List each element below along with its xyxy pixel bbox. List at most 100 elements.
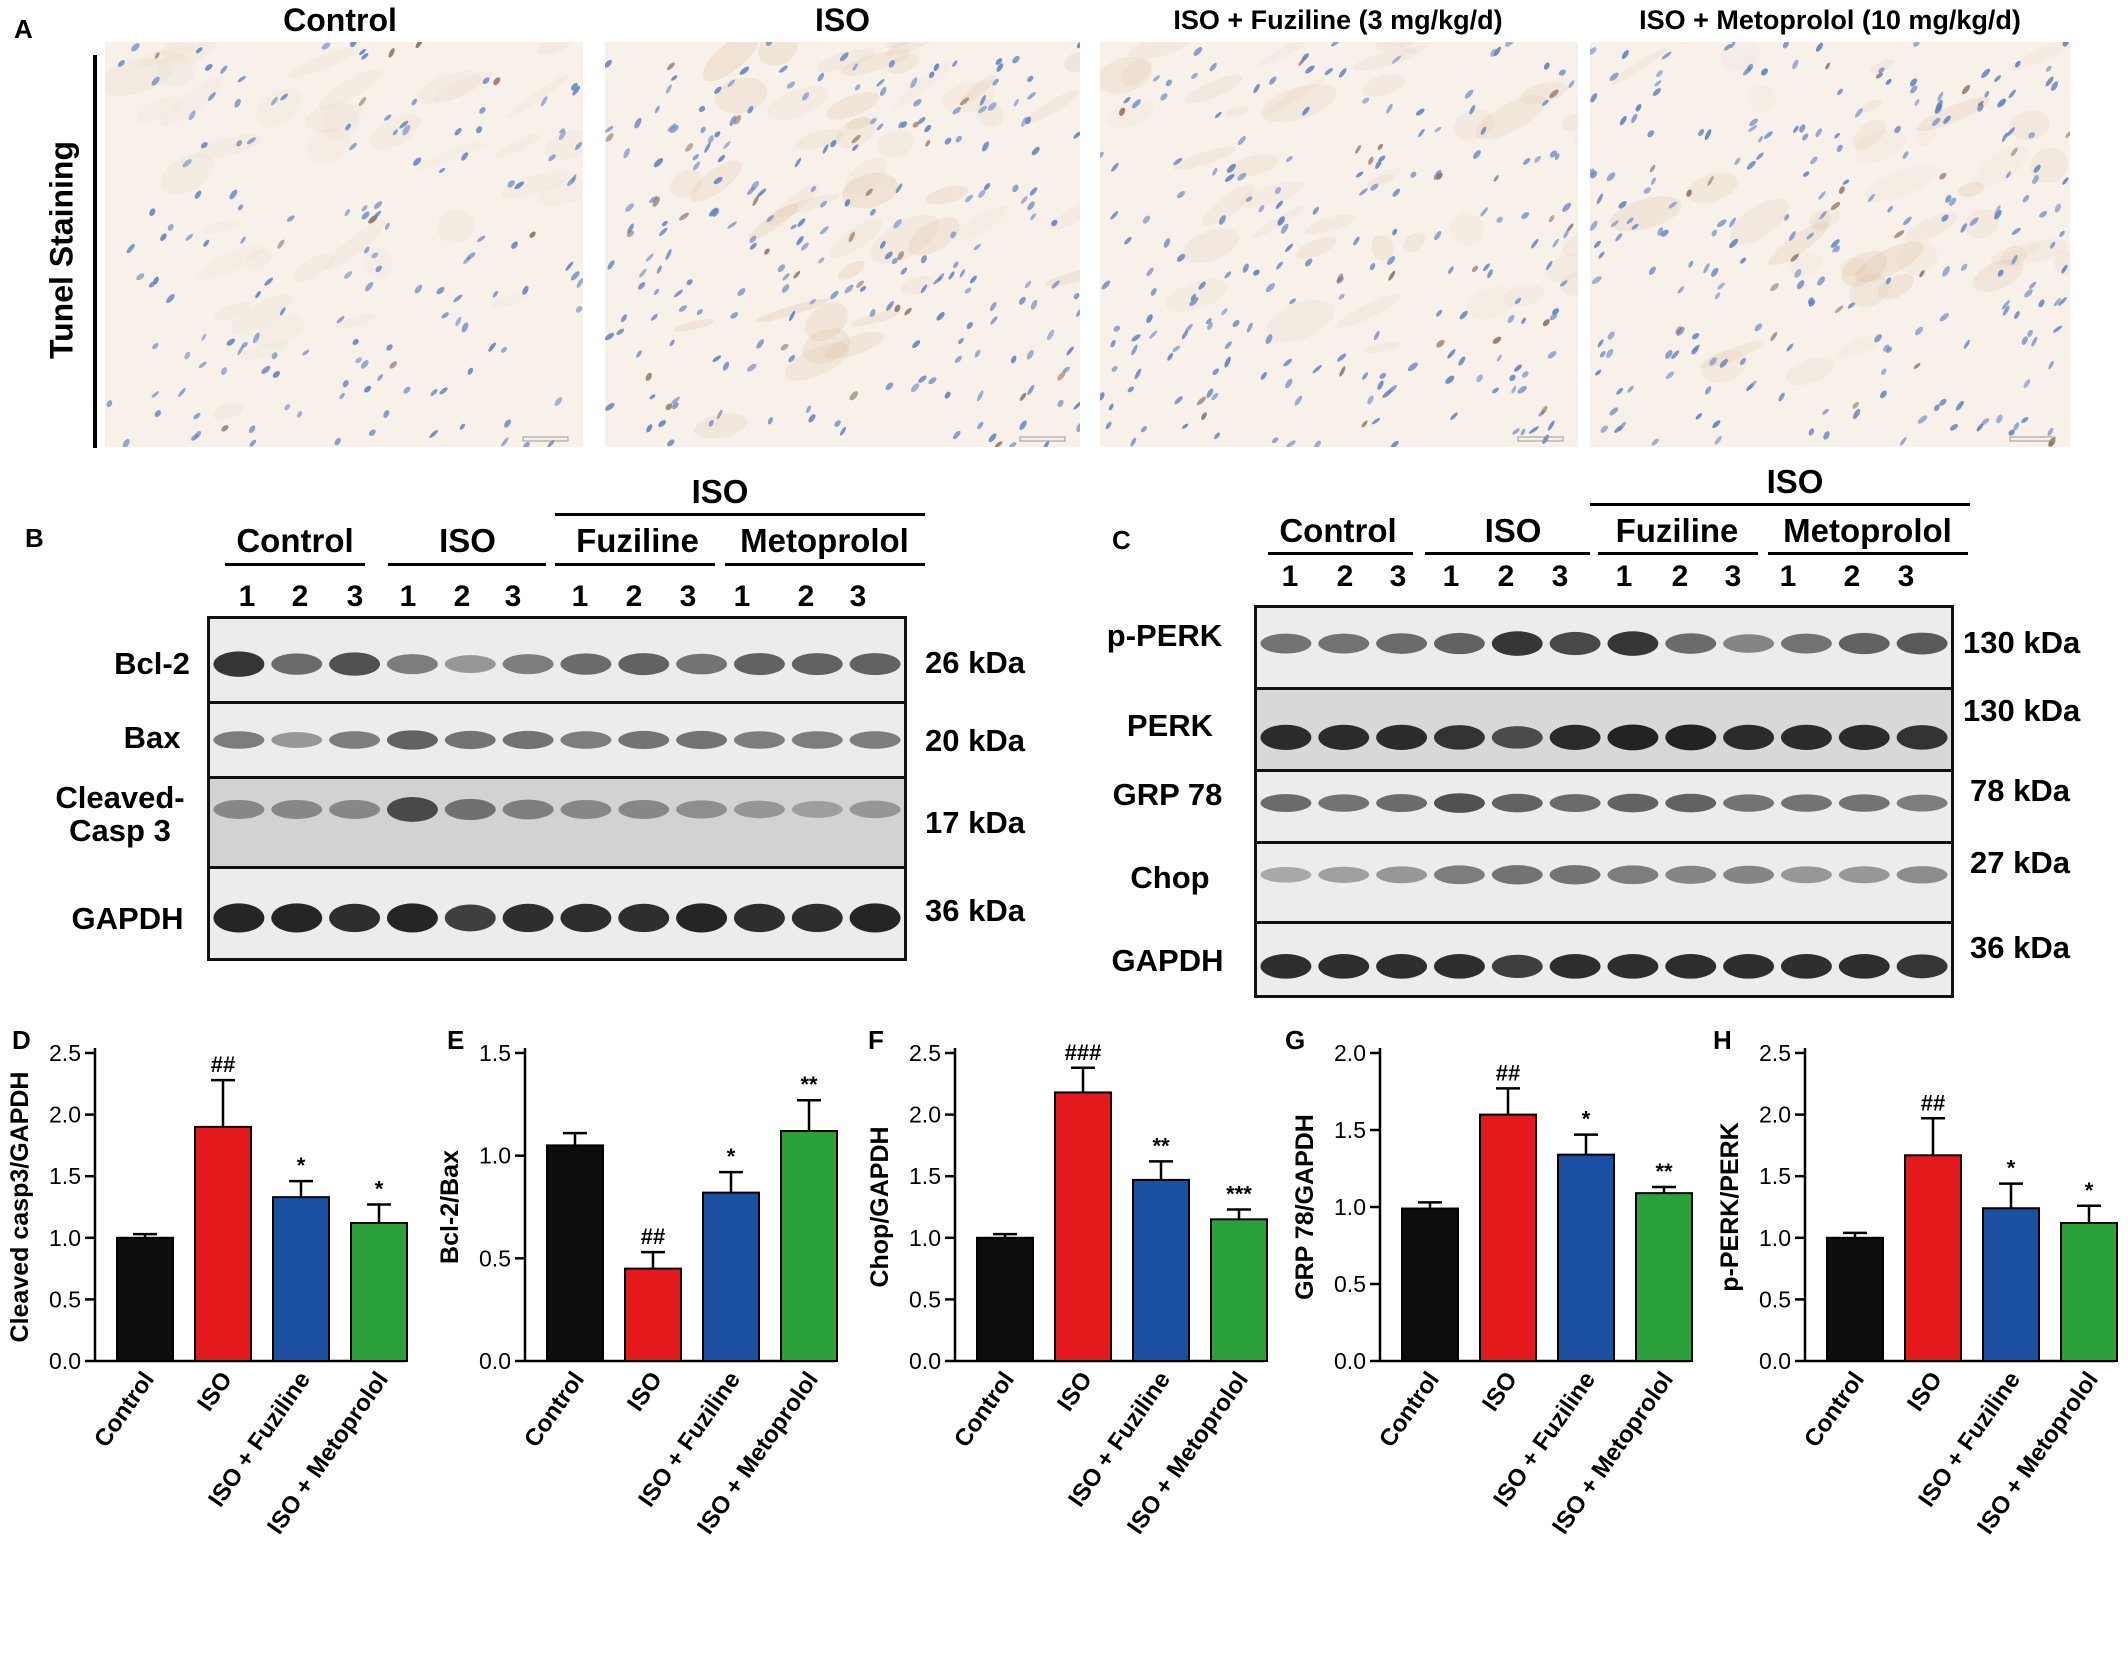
nucleus bbox=[488, 342, 496, 352]
nucleus bbox=[1761, 68, 1768, 76]
blot-band bbox=[386, 903, 438, 933]
nucleus bbox=[1434, 126, 1442, 133]
nucleus bbox=[1373, 330, 1380, 341]
nucleus bbox=[1448, 266, 1454, 274]
nucleus bbox=[1618, 201, 1627, 209]
nucleus bbox=[1062, 366, 1070, 373]
x-tick-label: ISO bbox=[1052, 1367, 1098, 1416]
nucleus bbox=[1552, 238, 1560, 248]
nucleus bbox=[1540, 405, 1548, 415]
nucleus bbox=[559, 128, 565, 134]
nucleus bbox=[1304, 258, 1313, 267]
title-control: Control bbox=[283, 2, 397, 38]
nucleus bbox=[1534, 155, 1541, 163]
blot-band bbox=[386, 654, 438, 675]
nucleus bbox=[944, 391, 951, 399]
nucleus bbox=[1960, 223, 1967, 233]
nucleus bbox=[1362, 372, 1369, 380]
nucleus bbox=[574, 141, 583, 151]
nucleus bbox=[1305, 65, 1315, 74]
nucleus bbox=[185, 233, 194, 241]
nucleus bbox=[898, 121, 904, 129]
nucleus bbox=[280, 93, 288, 101]
bar bbox=[116, 1236, 174, 1362]
nucleus bbox=[461, 322, 469, 333]
nucleus bbox=[264, 277, 274, 286]
nucleus bbox=[1265, 283, 1276, 293]
y-tick-label: 0.5 bbox=[909, 1286, 941, 1312]
nucleus bbox=[729, 115, 737, 127]
nucleus bbox=[1521, 317, 1526, 325]
nucleus bbox=[154, 52, 160, 59]
micrograph-texture bbox=[105, 42, 583, 447]
nucleus bbox=[198, 361, 207, 369]
nucleus bbox=[1903, 216, 1912, 226]
blot-band bbox=[444, 655, 496, 674]
y-tick-label: 1.0 bbox=[909, 1225, 941, 1251]
nucleus bbox=[834, 420, 841, 428]
panel-b-group-control: Control bbox=[236, 522, 354, 559]
nucleus bbox=[375, 265, 382, 273]
nucleus bbox=[790, 224, 797, 230]
lane-number: 3 bbox=[1897, 560, 1915, 593]
nucleus bbox=[1030, 299, 1038, 310]
blot-band bbox=[791, 801, 843, 818]
nucleus bbox=[1547, 420, 1555, 431]
nucleus bbox=[1191, 72, 1198, 80]
blot-band bbox=[271, 903, 323, 933]
blot-band bbox=[618, 653, 670, 676]
nucleus bbox=[1879, 390, 1887, 399]
nucleus bbox=[605, 59, 612, 68]
nucleus bbox=[1369, 263, 1376, 271]
nucleus bbox=[178, 387, 186, 397]
blot-band bbox=[1838, 954, 1890, 979]
nucleus bbox=[854, 84, 861, 91]
blot-band bbox=[502, 799, 554, 820]
nucleus bbox=[1410, 171, 1417, 178]
scale-bar bbox=[522, 436, 569, 442]
nucleus bbox=[334, 437, 341, 446]
y-tick-label: 0.5 bbox=[1759, 1286, 1791, 1312]
nucleus bbox=[2011, 227, 2021, 235]
nucleus bbox=[1665, 349, 1673, 359]
nucleus bbox=[1232, 320, 1240, 327]
significance-label: * bbox=[727, 1144, 736, 1169]
nucleus bbox=[983, 182, 991, 191]
nucleus bbox=[955, 135, 962, 143]
panel-b-underline-control bbox=[225, 563, 365, 566]
nucleus bbox=[1939, 313, 1949, 322]
y-tick-label: 0.5 bbox=[1334, 1271, 1366, 1297]
blot-band bbox=[1838, 794, 1890, 812]
nucleus bbox=[1355, 144, 1362, 154]
nucleus bbox=[1981, 68, 1991, 78]
nucleus bbox=[1471, 265, 1479, 273]
nucleus bbox=[201, 333, 207, 341]
nucleus bbox=[936, 311, 945, 321]
nucleus bbox=[1237, 172, 1247, 181]
blot-band bbox=[386, 797, 438, 822]
title-iso-metoprolol: ISO + Metoprolol (10 mg/kg/d) bbox=[1639, 5, 2021, 35]
nucleus bbox=[131, 43, 140, 52]
nucleus bbox=[685, 143, 694, 152]
nucleus bbox=[844, 284, 854, 294]
bar bbox=[1479, 1113, 1537, 1362]
nucleus bbox=[1253, 269, 1260, 276]
nucleus bbox=[1277, 216, 1285, 226]
blot-band bbox=[1838, 866, 1890, 884]
nucleus bbox=[1101, 280, 1111, 290]
nucleus bbox=[1618, 421, 1626, 432]
nucleus bbox=[1221, 308, 1228, 315]
nucleus bbox=[1825, 62, 1830, 70]
nucleus bbox=[441, 312, 449, 319]
nucleus bbox=[1543, 62, 1550, 70]
nucleus bbox=[1650, 177, 1656, 185]
nucleus bbox=[1076, 42, 1080, 49]
nucleus bbox=[237, 344, 244, 356]
significance-label: ** bbox=[1152, 1133, 1170, 1158]
panel-c-blot bbox=[1254, 605, 1954, 998]
lane-number: 1 bbox=[238, 580, 256, 613]
lane-number: 3 bbox=[1551, 560, 1569, 593]
nucleus bbox=[2008, 429, 2015, 436]
nucleus bbox=[438, 167, 446, 174]
nucleus bbox=[1476, 374, 1483, 383]
